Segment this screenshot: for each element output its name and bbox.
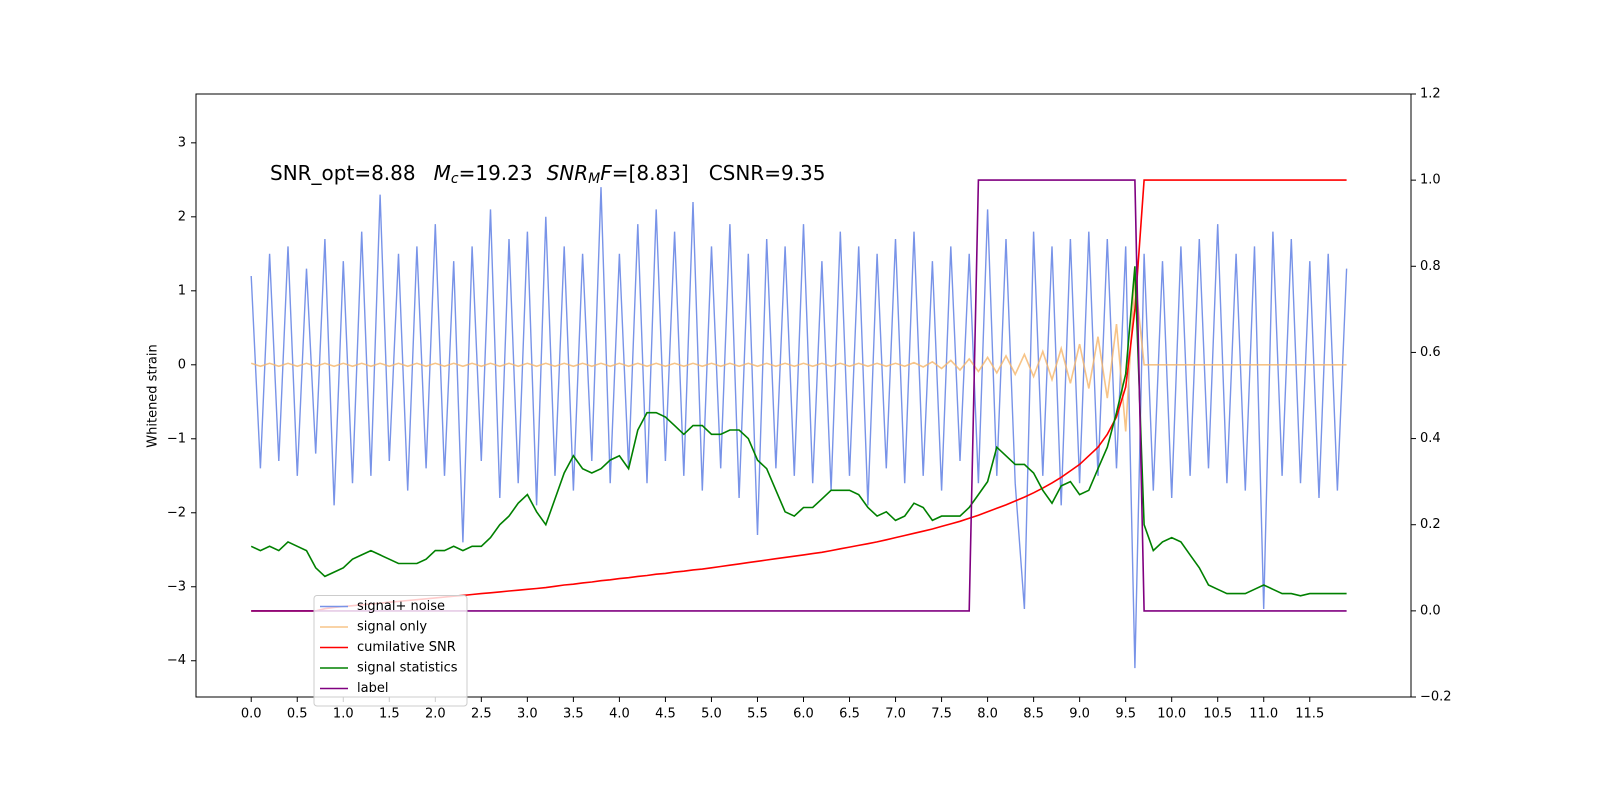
y-tick-label: −3 (167, 579, 186, 594)
y2-tick-label: 0.0 (1420, 603, 1441, 618)
y-tick-label: 1 (178, 283, 186, 298)
y2-tick-label: 1.2 (1420, 87, 1441, 102)
y2-tick-label: 0.2 (1420, 517, 1441, 532)
y-tick-label: −2 (167, 505, 186, 520)
x-tick-label: 3.5 (563, 707, 584, 722)
legend: signal+ noise signal only cumilative SNR si… (313, 595, 468, 707)
y2-tick-label: 0.8 (1420, 259, 1441, 274)
annotation-part: CSNR=9.35 (709, 161, 826, 185)
x-tick-label: 2.5 (471, 707, 492, 722)
y-tick-label: 2 (178, 209, 186, 224)
x-tick-label: 7.5 (931, 707, 952, 722)
x-tick-label: 7.0 (885, 707, 906, 722)
annotation-part: M (434, 161, 451, 185)
y2-tick-label: −0.2 (1420, 690, 1452, 705)
y2-tick-label: 0.6 (1420, 345, 1441, 360)
x-tick-label: 9.0 (1069, 707, 1090, 722)
x-tick-label: 5.0 (701, 707, 722, 722)
legend-label: signal statistics (357, 661, 458, 676)
x-tick-label: 8.5 (1023, 707, 1044, 722)
annotation-part: =19.23 (459, 161, 533, 185)
x-tick-label: 9.5 (1115, 707, 1136, 722)
y2-tick-label: 1.0 (1420, 173, 1441, 188)
annotation-part: c (451, 171, 459, 187)
series-line (251, 179, 1347, 612)
legend-label: signal only (357, 620, 427, 635)
annotation-part: =[8.83] (612, 161, 689, 185)
x-tick-label: 3.0 (517, 707, 538, 722)
series-line (250, 187, 1348, 669)
series-line (250, 266, 1347, 597)
legend-label: cumilative SNR (357, 640, 456, 655)
annotation-part: F (600, 161, 612, 185)
x-tick-label: 6.5 (839, 707, 860, 722)
legend-label: signal+ noise (357, 599, 445, 614)
y-axis-label: Whitened strain (146, 344, 161, 447)
x-tick-label: 5.5 (747, 707, 768, 722)
annotation: SNR_opt=8.88 Mc=19.23 SNRMF=[8.83] CSNR=9.3… (270, 161, 826, 188)
x-tick-label: 10.5 (1203, 707, 1232, 722)
annotation-part: SNR_opt=8.88 (270, 161, 416, 185)
y-tick-label: −1 (167, 431, 186, 446)
x-tick-label: 11.0 (1249, 707, 1278, 722)
x-tick-label: 6.0 (793, 707, 814, 722)
series-line (250, 275, 1347, 432)
y-tick-label: 0 (178, 357, 186, 372)
annotation-part: M (588, 171, 600, 187)
x-tick-label: 4.5 (655, 707, 676, 722)
y-tick-label: −4 (167, 653, 186, 668)
y2-tick-label: 0.4 (1420, 431, 1441, 446)
x-tick-label: 1.5 (379, 707, 400, 722)
annotation-part: SNR (547, 161, 589, 185)
y-tick-label: 3 (178, 135, 186, 150)
legend-box (313, 595, 468, 707)
x-tick-label: 8.0 (977, 707, 998, 722)
x-tick-label: 0.5 (287, 707, 308, 722)
x-tick-label: 11.5 (1295, 707, 1324, 722)
x-tick-label: 4.0 (609, 707, 630, 722)
series-line (251, 179, 1347, 612)
x-tick-label: 2.0 (425, 707, 446, 722)
x-tick-label: 1.0 (333, 707, 354, 722)
x-tick-label: 10.0 (1157, 707, 1186, 722)
x-tick-label: 0.0 (241, 707, 262, 722)
legend-label: label (357, 681, 388, 696)
